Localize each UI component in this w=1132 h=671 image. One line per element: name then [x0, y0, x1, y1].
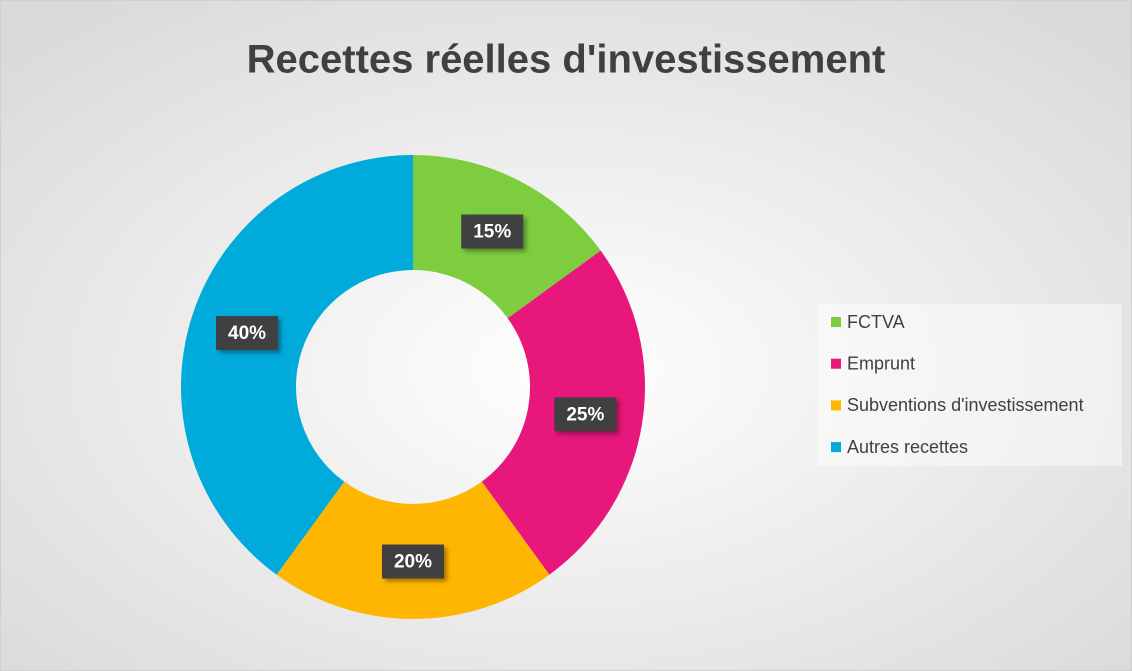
legend-label: Autres recettes	[847, 437, 968, 457]
data-label: 25%	[566, 404, 604, 425]
legend-label: Emprunt	[847, 353, 915, 373]
legend-swatch	[831, 358, 841, 369]
donut-segment	[181, 155, 413, 575]
legend-box	[818, 304, 1122, 466]
legend-swatch	[831, 317, 841, 327]
data-label-box	[382, 544, 444, 579]
data-label: 15%	[473, 222, 511, 243]
data-label-box	[554, 397, 617, 432]
data-label: 40%	[228, 323, 266, 344]
data-label-box	[216, 316, 279, 351]
data-label: 20%	[394, 552, 432, 573]
legend-label: Subventions d'investissement	[847, 395, 1084, 415]
data-label-box	[461, 214, 524, 249]
legend-swatch	[831, 400, 841, 411]
chart-title: Recettes réelles d'investissement	[247, 38, 886, 82]
legend-label: FCTVA	[847, 312, 905, 332]
legend-swatch	[831, 442, 841, 453]
